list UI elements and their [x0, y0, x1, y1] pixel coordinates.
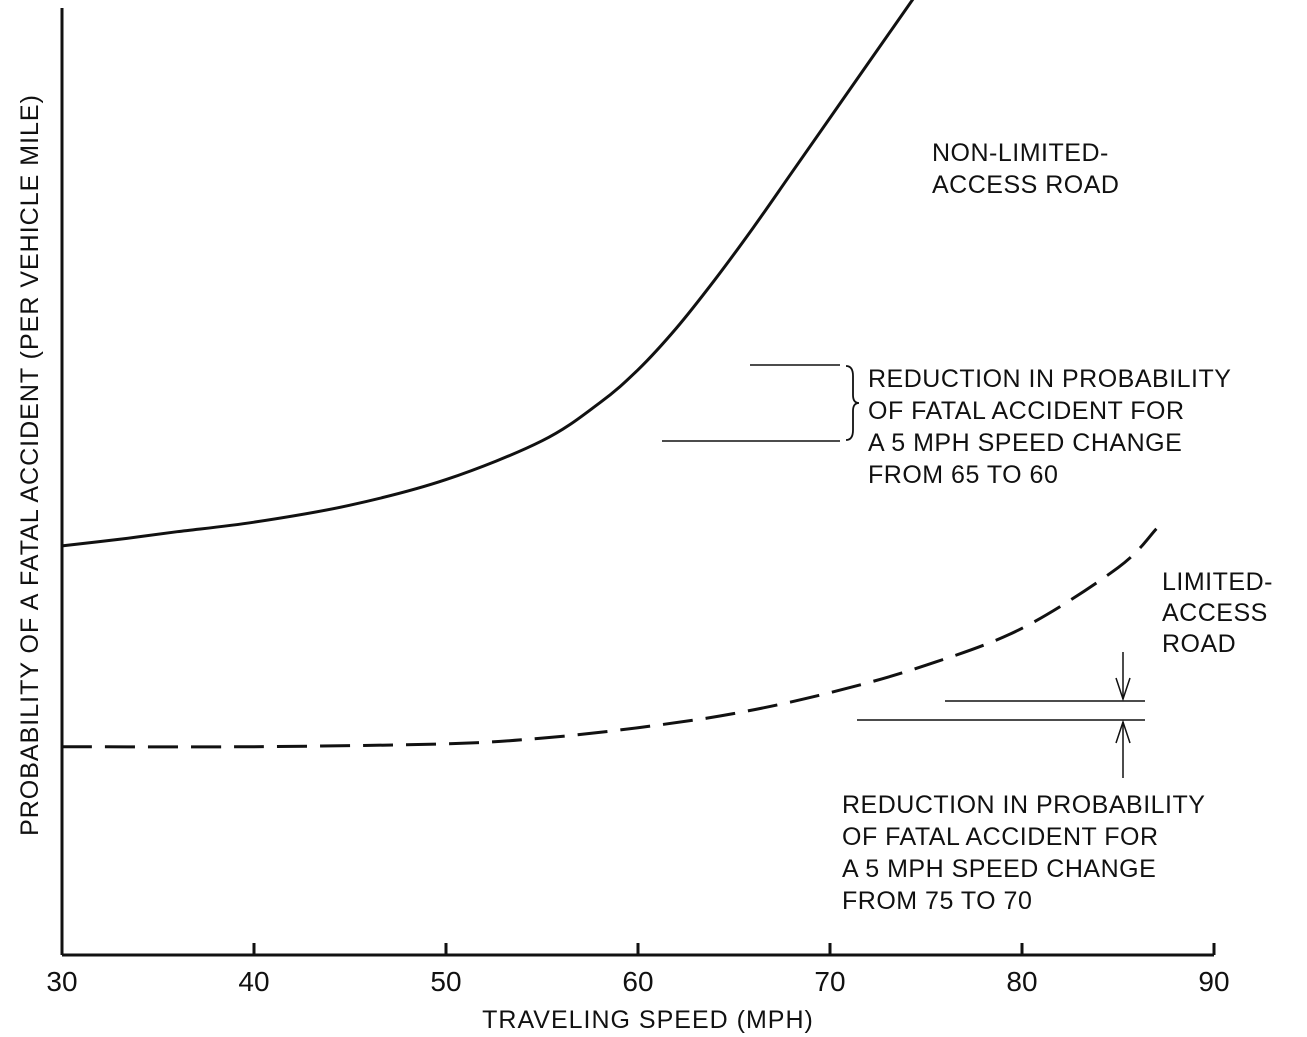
annotation-text-limited: FROM 75 TO 70: [842, 887, 1032, 915]
series-label-non-limited-access-road: NON-LIMITED-: [932, 139, 1109, 167]
annotation-text-non-limited: REDUCTION IN PROBABILITY: [868, 365, 1231, 393]
annotation-text-limited: REDUCTION IN PROBABILITY: [842, 791, 1205, 819]
x-tick-label: 30: [46, 966, 77, 997]
reduction-markers: [662, 364, 1145, 778]
annotation-text-limited: OF FATAL ACCIDENT FOR: [842, 823, 1159, 851]
x-tick-label: 40: [238, 966, 269, 997]
x-tick-label: 50: [430, 966, 461, 997]
annotation-text-non-limited: FROM 65 TO 60: [868, 461, 1058, 489]
annotation-text-non-limited: OF FATAL ACCIDENT FOR: [868, 397, 1185, 425]
x-tick-label: 70: [814, 966, 845, 997]
x-ticks: 30 40 50 60 70 80 90: [46, 943, 1230, 997]
annotation-text-non-limited: A 5 MPH SPEED CHANGE: [868, 429, 1182, 457]
series-label-limited-access-road: LIMITED-: [1162, 568, 1273, 596]
x-tick-label: 90: [1198, 966, 1229, 997]
series-line-non-limited-access-road: [61, 0, 915, 548]
series-line-limited-access-road: [61, 527, 1158, 749]
x-axis-title: TRAVELING SPEED (MPH): [482, 1006, 814, 1034]
curly-brace: [845, 365, 860, 441]
x-tick-label: 60: [622, 966, 653, 997]
annotation-text-limited: A 5 MPH SPEED CHANGE: [842, 855, 1156, 883]
x-tick-label: 80: [1006, 966, 1037, 997]
series-label-limited-access-road: ACCESS: [1162, 599, 1268, 627]
y-axis-title: PROBABILITY OF A FATAL ACCIDENT (PER VEH…: [16, 94, 44, 836]
arrow-up-icon: [1115, 719, 1131, 744]
series-layer: [61, 0, 1158, 749]
arrow-down-icon: [1115, 677, 1131, 702]
series-label-non-limited-access-road: ACCESS ROAD: [932, 171, 1119, 199]
series-label-limited-access-road: ROAD: [1162, 630, 1236, 658]
text-labels: TRAVELING SPEED (MPH) PROBABILITY OF A F…: [16, 94, 1273, 1034]
